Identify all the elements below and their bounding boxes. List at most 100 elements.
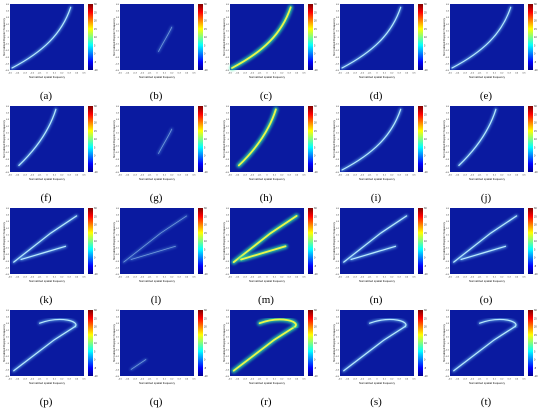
x-tick-label: -0.1 <box>258 175 263 177</box>
y-tick-label: -0.4 <box>445 63 450 65</box>
x-tick-label: -0.1 <box>258 73 263 75</box>
colorbar-tick-label: 25 <box>424 317 427 320</box>
x-tick-label: 0.1 <box>53 73 57 75</box>
y-tick-label: 0.1 <box>446 132 450 134</box>
panel-caption: (r) <box>260 396 272 408</box>
x-tick-label: 0.5 <box>82 175 86 177</box>
colorbar <box>88 208 93 274</box>
x-tick-label: 0.5 <box>302 175 306 177</box>
y-tick-label: 0 <box>338 139 340 141</box>
y-tick-label: 0.4 <box>6 113 10 115</box>
y-tick-label: 0.1 <box>336 132 340 134</box>
y-tick-label: 0.3 <box>6 17 10 19</box>
x-tick-label: -0.4 <box>126 379 131 381</box>
colorbar-tick-label: 20 <box>204 122 207 125</box>
y-tick-label: -0.1 <box>225 248 230 250</box>
x-axis-label: Normalized spatial frequency <box>359 381 396 385</box>
y-tick-label: 0 <box>228 241 230 243</box>
x-tick-label: 0.5 <box>522 277 526 279</box>
y-tick-label: -0.4 <box>5 63 10 65</box>
x-tick-label: 0 <box>486 73 488 75</box>
x-tick-label: 0.3 <box>178 175 182 177</box>
y-tick-label: 0.2 <box>116 228 120 230</box>
panel-plot: 0.50.40.30.20.10-0.1-0.2-0.3-0.4-0.5-0.5… <box>2 207 98 283</box>
colorbar-tick-label: 15 <box>314 232 317 235</box>
colorbar <box>528 106 533 172</box>
panel-m: 0.5 0.4 0.3 0.2 0.1 0 -0.1 -0.2 -0.3 -0.4 -0.5 -0.5… <box>220 204 330 306</box>
x-tick-label: -0.3 <box>133 277 138 279</box>
y-tick-label: -0.3 <box>335 363 340 365</box>
x-tick-label: -0.4 <box>126 73 131 75</box>
ridge-line <box>39 318 77 328</box>
y-tick-label: 0.2 <box>116 126 120 128</box>
spectrum-ridges <box>157 25 174 53</box>
colorbar-tick-label: 5 <box>534 146 536 149</box>
x-axis-label: Normalized spatial frequency <box>139 177 176 181</box>
y-tick-label: 0.5 <box>6 106 10 108</box>
x-tick-label: -0.3 <box>353 73 358 75</box>
colorbar-tick-label: 10 <box>94 240 97 243</box>
colorbar-tick-label: 15 <box>314 334 317 337</box>
y-tick-label: 0.3 <box>6 119 10 121</box>
panel-plot: 0.50.40.30.20.10-0.1-0.2-0.3-0.4-0.5-0.5… <box>2 309 98 385</box>
x-tick-label: -0.1 <box>258 379 263 381</box>
colorbar-tick-label: 0 <box>424 155 426 158</box>
colorbar-tick-label: 10 <box>94 342 97 345</box>
colorbar-tick-label: -10 <box>94 375 98 378</box>
panel-caption: (s) <box>370 396 382 408</box>
x-tick-label: -0.5 <box>118 73 123 75</box>
x-tick-label: -0.1 <box>38 73 43 75</box>
colorbar-tick-label: 5 <box>94 146 96 149</box>
colorbar-tick-label: 20 <box>314 20 317 23</box>
colorbar-tick-label: 20 <box>424 20 427 23</box>
y-tick-label: -0.1 <box>115 350 120 352</box>
colorbar-tick-label: 0 <box>94 257 96 260</box>
y-tick-label: 0.4 <box>116 113 120 115</box>
y-tick-label: 0.2 <box>336 24 340 26</box>
colorbar-tick-label: 15 <box>534 28 537 31</box>
colorbar-tick-label: 20 <box>94 326 97 329</box>
colorbar-tick-label: 15 <box>534 334 537 337</box>
y-tick-label: -0.3 <box>5 159 10 161</box>
y-tick-label: 0 <box>8 241 10 243</box>
y-tick-label: 0.1 <box>116 336 120 338</box>
colorbar-tick-label: 30 <box>204 3 207 6</box>
colorbar-tick-label: 20 <box>534 122 537 125</box>
x-tick-label: -0.5 <box>228 175 233 177</box>
x-tick-label: 0.1 <box>273 277 277 279</box>
y-tick-label: -0.2 <box>335 254 340 256</box>
colorbar <box>418 310 423 376</box>
x-tick-label: -0.2 <box>140 73 145 75</box>
colorbar-tick-label: -5 <box>204 265 207 268</box>
y-tick-label: -0.5 <box>225 274 230 276</box>
y-tick-label: 0.5 <box>446 4 450 6</box>
panel-caption: (n) <box>369 294 383 306</box>
y-tick-label: 0.1 <box>226 234 230 236</box>
colorbar-tick-label: -10 <box>314 171 318 174</box>
colorbar-tick-label: -5 <box>424 61 427 64</box>
x-tick-label: 0 <box>46 379 48 381</box>
plot-background <box>340 106 414 172</box>
x-tick-label: 0 <box>486 175 488 177</box>
panel-caption: (m) <box>258 294 274 306</box>
colorbar-tick-label: 10 <box>314 36 317 39</box>
x-tick-label: 0.3 <box>398 277 402 279</box>
panel-caption: (i) <box>370 192 382 204</box>
colorbar-tick-label: 25 <box>204 113 207 116</box>
x-tick-label: 0.4 <box>515 277 519 279</box>
x-tick-label: -0.4 <box>236 379 241 381</box>
y-tick-label: 0.2 <box>6 126 10 128</box>
colorbar-tick-label: -5 <box>424 265 427 268</box>
colorbar-tick-label: 25 <box>204 215 207 218</box>
x-axis-label: Normalized spatial frequency <box>139 381 176 385</box>
colorbar-tick-label: -10 <box>314 375 318 378</box>
x-axis-label: Normalized spatial frequency <box>29 75 66 79</box>
x-tick-label: 0 <box>376 277 378 279</box>
colorbar-tick-label: 30 <box>424 207 427 210</box>
spectrum-ridges <box>452 318 518 373</box>
colorbar-tick-label: -10 <box>534 273 538 276</box>
x-tick-label: -0.2 <box>30 175 35 177</box>
y-tick-label: -0.4 <box>115 369 120 371</box>
colorbar <box>528 208 533 274</box>
y-tick-label: 0 <box>118 241 120 243</box>
